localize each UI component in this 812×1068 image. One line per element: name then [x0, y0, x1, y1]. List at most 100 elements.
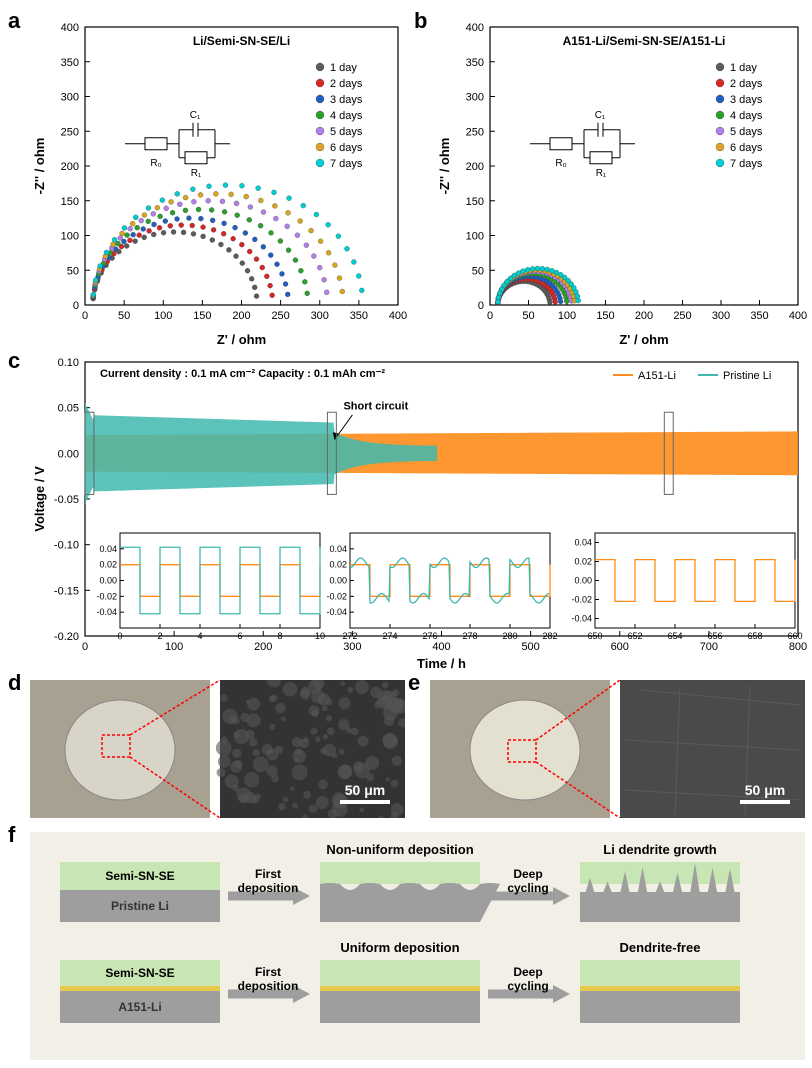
- svg-text:Z' / ohm: Z' / ohm: [619, 332, 668, 347]
- svg-text:100: 100: [61, 231, 79, 243]
- svg-text:278: 278: [462, 631, 477, 641]
- svg-text:Non-uniform deposition: Non-uniform deposition: [326, 842, 473, 857]
- svg-text:100: 100: [154, 310, 172, 322]
- svg-text:400: 400: [432, 641, 450, 653]
- svg-text:0: 0: [487, 310, 493, 322]
- svg-text:Pristine Li: Pristine Li: [111, 899, 169, 913]
- svg-text:Short circuit: Short circuit: [343, 400, 408, 412]
- svg-text:350: 350: [466, 57, 484, 69]
- svg-text:300: 300: [712, 310, 730, 322]
- svg-text:350: 350: [750, 310, 768, 322]
- svg-text:600: 600: [611, 641, 629, 653]
- svg-text:100: 100: [466, 231, 484, 243]
- svg-text:0.04: 0.04: [574, 538, 592, 548]
- svg-text:200: 200: [232, 310, 250, 322]
- svg-text:200: 200: [466, 161, 484, 173]
- svg-text:-0.04: -0.04: [96, 607, 117, 617]
- svg-text:4 days: 4 days: [330, 110, 363, 122]
- svg-text:0.00: 0.00: [329, 576, 347, 586]
- svg-text:500: 500: [521, 641, 539, 653]
- svg-text:Semi-SN-SE: Semi-SN-SE: [105, 966, 174, 980]
- svg-text:First: First: [255, 867, 281, 881]
- svg-text:660: 660: [787, 631, 802, 641]
- svg-text:A151-Li: A151-Li: [638, 370, 676, 382]
- svg-text:Voltage / V: Voltage / V: [32, 466, 47, 532]
- svg-text:-0.02: -0.02: [96, 591, 117, 601]
- svg-text:2: 2: [157, 631, 162, 641]
- panel-label-f: f: [8, 822, 15, 848]
- svg-text:-0.05: -0.05: [54, 494, 79, 506]
- svg-text:0.00: 0.00: [99, 576, 117, 586]
- panel-label-a: a: [8, 8, 20, 34]
- svg-text:200: 200: [635, 310, 653, 322]
- svg-text:654: 654: [667, 631, 682, 641]
- svg-text:Z' / ohm: Z' / ohm: [217, 332, 266, 347]
- svg-text:Deep: Deep: [513, 965, 542, 979]
- svg-text:Uniform deposition: Uniform deposition: [340, 940, 459, 955]
- svg-text:-0.04: -0.04: [571, 614, 592, 624]
- svg-text:-Z'' / ohm: -Z'' / ohm: [437, 138, 452, 195]
- svg-text:6 days: 6 days: [730, 142, 763, 154]
- svg-text:700: 700: [700, 641, 718, 653]
- svg-text:8: 8: [277, 631, 282, 641]
- panel-d-images: 50 μm: [30, 680, 405, 818]
- svg-text:cycling: cycling: [507, 979, 548, 993]
- nyquist-a: 0501001502002503003504000501001502002503…: [30, 15, 410, 350]
- svg-text:300: 300: [466, 92, 484, 104]
- svg-text:4 days: 4 days: [730, 110, 763, 122]
- svg-text:0: 0: [478, 300, 484, 312]
- svg-text:7 days: 7 days: [730, 158, 763, 170]
- svg-text:0.02: 0.02: [574, 557, 592, 567]
- svg-text:0.05: 0.05: [58, 403, 79, 415]
- svg-text:250: 250: [271, 310, 289, 322]
- svg-text:-0.02: -0.02: [326, 591, 347, 601]
- svg-text:R₁: R₁: [596, 168, 607, 179]
- svg-text:652: 652: [627, 631, 642, 641]
- svg-text:0.04: 0.04: [99, 544, 117, 554]
- svg-text:A151-Li: A151-Li: [118, 1000, 161, 1014]
- svg-text:150: 150: [596, 310, 614, 322]
- svg-text:0: 0: [117, 631, 122, 641]
- svg-text:1 day: 1 day: [330, 62, 357, 74]
- svg-text:0: 0: [82, 310, 88, 322]
- svg-text:800: 800: [789, 641, 807, 653]
- svg-text:50: 50: [67, 265, 79, 277]
- svg-text:400: 400: [389, 310, 407, 322]
- panel-label-d: d: [8, 670, 21, 696]
- svg-text:6: 6: [237, 631, 242, 641]
- svg-text:350: 350: [350, 310, 368, 322]
- svg-text:Li/Semi-SN-SE/Li: Li/Semi-SN-SE/Li: [193, 34, 290, 48]
- svg-text:100: 100: [165, 641, 183, 653]
- svg-text:R₀: R₀: [555, 158, 566, 169]
- svg-text:250: 250: [61, 126, 79, 138]
- svg-text:150: 150: [61, 196, 79, 208]
- svg-text:350: 350: [61, 57, 79, 69]
- scalebar-d: 50 μm: [345, 782, 385, 798]
- svg-text:300: 300: [61, 92, 79, 104]
- svg-text:2 days: 2 days: [330, 78, 363, 90]
- svg-text:Deep: Deep: [513, 867, 542, 881]
- svg-text:3 days: 3 days: [330, 94, 363, 106]
- svg-text:650: 650: [587, 631, 602, 641]
- voltage-time-c: 0100200300400500600700800-0.20-0.15-0.10…: [30, 352, 810, 672]
- svg-text:Current density : 0.1 mA cm⁻²: Current density : 0.1 mA cm⁻² Capacity :…: [100, 368, 385, 380]
- svg-text:400: 400: [61, 22, 79, 34]
- panel-e-images: 50 μm: [430, 680, 805, 818]
- svg-text:276: 276: [422, 631, 437, 641]
- svg-text:280: 280: [502, 631, 517, 641]
- svg-text:50: 50: [472, 265, 484, 277]
- svg-text:cycling: cycling: [507, 881, 548, 895]
- svg-text:Semi-SN-SE: Semi-SN-SE: [105, 869, 174, 883]
- svg-text:5 days: 5 days: [330, 126, 363, 138]
- svg-text:deposition: deposition: [238, 979, 299, 993]
- svg-text:400: 400: [466, 22, 484, 34]
- svg-text:1 day: 1 day: [730, 62, 757, 74]
- svg-text:C₁: C₁: [190, 110, 201, 121]
- svg-text:Li dendrite growth: Li dendrite growth: [603, 842, 716, 857]
- svg-text:3 days: 3 days: [730, 94, 763, 106]
- svg-text:300: 300: [343, 641, 361, 653]
- nyquist-b: 0501001502002503003504000501001502002503…: [435, 15, 810, 350]
- svg-text:0.02: 0.02: [329, 560, 347, 570]
- svg-text:Pristine Li: Pristine Li: [723, 370, 771, 382]
- svg-text:50: 50: [118, 310, 130, 322]
